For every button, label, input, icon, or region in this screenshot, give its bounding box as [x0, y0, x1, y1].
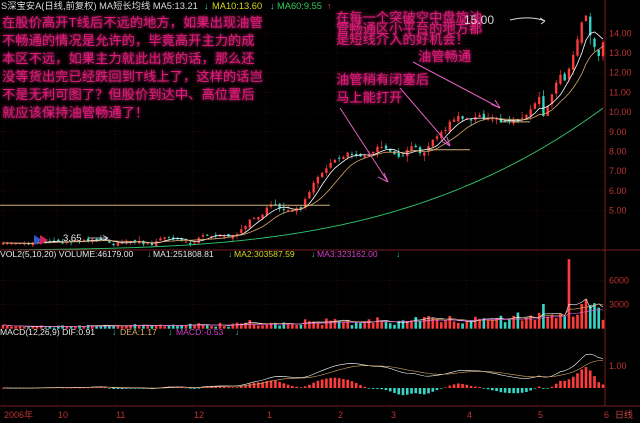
svg-text:13.00: 13.00 [609, 48, 632, 58]
svg-text:不是无利可图了？但股价到达中、高位置后: 不是无利可图了？但股价到达中、高位置后 [2, 86, 255, 102]
svg-text:MA10:13.60: MA10:13.60 [212, 1, 262, 11]
svg-text:12: 12 [194, 410, 204, 420]
svg-text:5: 5 [538, 410, 543, 420]
svg-text:VOL2(5,10,20) VOLUME:46179.00: VOL2(5,10,20) VOLUME:46179.00 [0, 249, 134, 259]
svg-text:MA2:303587.59: MA2:303587.59 [234, 249, 295, 259]
svg-text:MACD(12,26,9) DIF:0.91: MACD(12,26,9) DIF:0.91 [0, 327, 95, 337]
svg-text:油管稍有闭塞后: 油管稍有闭塞后 [336, 71, 429, 87]
svg-text:2006年: 2006年 [4, 409, 33, 420]
svg-text:马上能打开: 马上能打开 [336, 90, 402, 105]
svg-text:就应该保持油管畅通了！: 就应该保持油管畅通了！ [2, 105, 148, 120]
svg-text:2: 2 [338, 410, 343, 420]
svg-text:4: 4 [467, 410, 472, 420]
svg-text:MACD:-0.53: MACD:-0.53 [176, 327, 223, 337]
svg-text:3: 3 [391, 410, 396, 420]
svg-text:12.00: 12.00 [609, 68, 632, 78]
svg-text:MA3:323162.00: MA3:323162.00 [317, 249, 378, 259]
svg-text:1: 1 [267, 410, 272, 420]
svg-text:↓: ↓ [204, 1, 209, 11]
svg-text:10.00: 10.00 [609, 107, 632, 117]
svg-text:10: 10 [58, 410, 68, 420]
svg-text:↓: ↓ [147, 249, 151, 259]
svg-text:不畅通的情况是允许的，毕竟高开主力的成: 不畅通的情况是允许的，毕竟高开主力的成 [2, 32, 255, 48]
svg-text:↓: ↓ [235, 327, 239, 337]
svg-text:S深宝安A(日线,前复权) MA短长均线 MA5:13.2: S深宝安A(日线,前复权) MA短长均线 MA5:13.21 [1, 0, 198, 11]
svg-text:本区不远，如果主力就此出货的话，那么还: 本区不远，如果主力就此出货的话，那么还 [2, 50, 255, 66]
svg-text:↑: ↑ [327, 1, 332, 11]
svg-text:↓: ↓ [228, 249, 232, 259]
svg-text:没等货出完已经跌回到T线上了，这样的话岂: 没等货出完已经跌回到T线上了，这样的话岂 [2, 68, 263, 84]
svg-text:1.00: 1.00 [609, 361, 627, 371]
svg-text:3.65: 3.65 [63, 233, 82, 244]
svg-text:↓: ↓ [168, 327, 172, 337]
svg-text:14.00: 14.00 [609, 28, 632, 38]
svg-text:6000: 6000 [609, 276, 629, 286]
svg-text:日线: 日线 [615, 409, 633, 420]
svg-text:在股价高开T线后不远的地方，如果出现油管: 在股价高开T线后不远的地方，如果出现油管 [2, 14, 263, 30]
svg-text:↓: ↓ [270, 1, 275, 11]
svg-text:7.00: 7.00 [609, 166, 627, 176]
svg-text:11: 11 [116, 410, 125, 420]
svg-text:↓: ↓ [311, 249, 315, 259]
svg-text:MA60:9.55: MA60:9.55 [277, 1, 322, 11]
svg-text:3000: 3000 [609, 300, 629, 310]
svg-text:5.00: 5.00 [609, 206, 627, 216]
svg-text:6: 6 [604, 410, 609, 420]
svg-text:是短线介入的好机会！: 是短线介入的好机会！ [336, 32, 469, 47]
svg-text:↓: ↓ [396, 249, 400, 259]
svg-text:9.00: 9.00 [609, 127, 627, 137]
svg-text:油管畅通: 油管畅通 [418, 49, 471, 64]
svg-text:11.00: 11.00 [609, 87, 631, 97]
svg-text:6.00: 6.00 [609, 186, 627, 196]
svg-text:15.00: 15.00 [464, 13, 494, 27]
svg-text:8.00: 8.00 [609, 146, 627, 156]
svg-text:MA1:251808.81: MA1:251808.81 [153, 249, 214, 259]
svg-text:↓: ↓ [112, 327, 116, 337]
svg-text:DEA:1.17: DEA:1.17 [120, 327, 157, 337]
